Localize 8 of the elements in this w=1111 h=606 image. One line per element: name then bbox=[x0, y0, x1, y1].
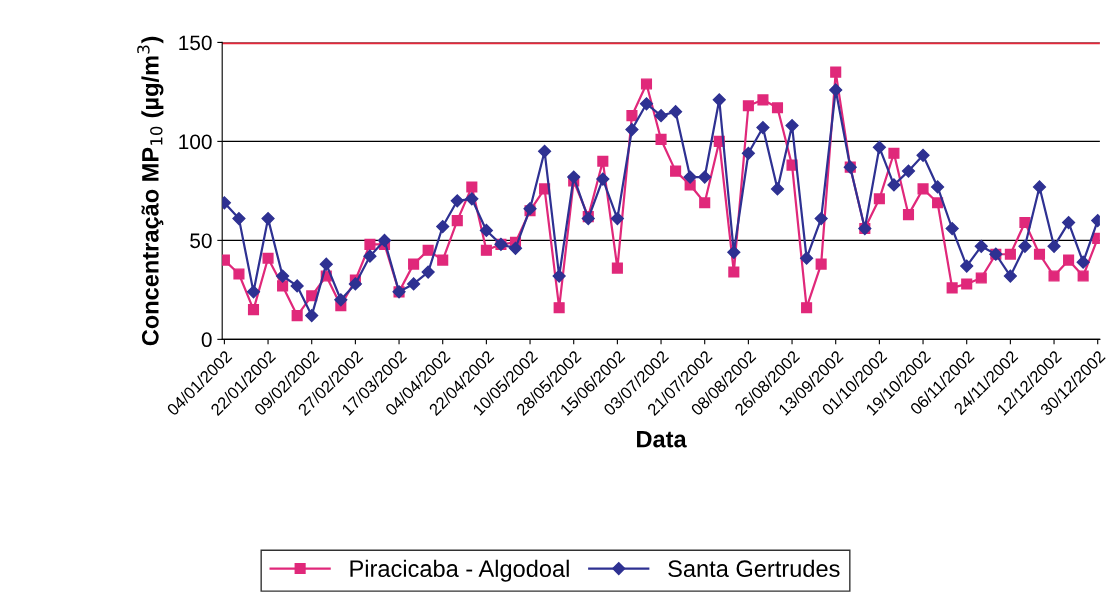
legend-label: Piracicaba - Algodoal bbox=[350, 559, 569, 582]
y-tick-label: 100 bbox=[179, 134, 212, 150]
y-tick-label: 150 bbox=[179, 35, 212, 51]
y-tick-label: 0 bbox=[201, 332, 212, 348]
y-axis-title: Concentração MP$_{10}$ (µg/m$^{3}$) bbox=[137, 36, 164, 346]
legend-label: Santa Gertrudes bbox=[668, 559, 840, 578]
x-axis-title: Data bbox=[637, 431, 687, 448]
y-tick-label: 50 bbox=[190, 233, 212, 249]
